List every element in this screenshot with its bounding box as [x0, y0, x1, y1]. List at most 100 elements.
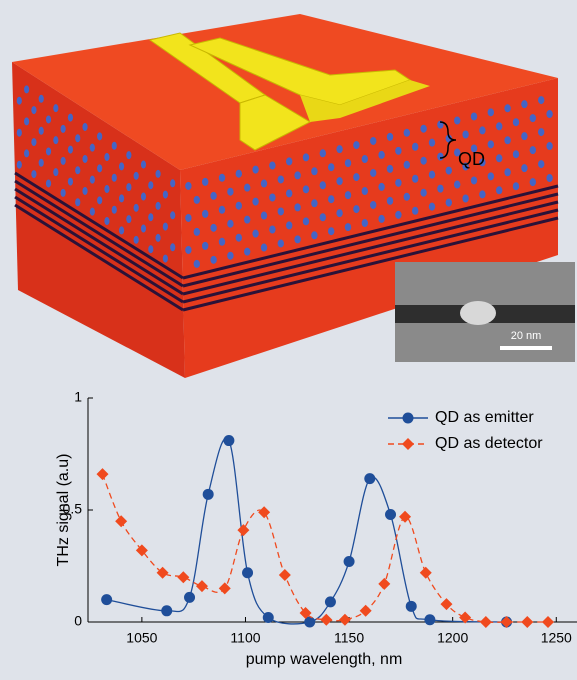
dot — [496, 122, 503, 131]
dot — [111, 205, 117, 214]
dot — [75, 134, 81, 143]
dot — [370, 136, 377, 145]
dot — [336, 209, 343, 218]
dot — [294, 235, 301, 244]
dot — [412, 142, 419, 151]
dot — [277, 239, 284, 248]
dot — [53, 136, 59, 145]
dot — [361, 155, 368, 164]
dot — [111, 141, 117, 150]
dot — [328, 227, 335, 236]
dot — [487, 108, 494, 117]
marker — [385, 508, 397, 520]
dot — [319, 181, 326, 190]
dot — [126, 215, 132, 224]
dot — [521, 100, 528, 109]
right-face — [180, 78, 558, 378]
dot — [445, 134, 452, 143]
dot — [344, 223, 352, 232]
dot — [462, 162, 469, 171]
dot — [504, 104, 511, 113]
scale-bar — [500, 346, 552, 350]
x-axis-label: pump wavelength, nm — [246, 651, 403, 668]
dot — [454, 116, 461, 125]
dot — [104, 217, 110, 226]
x-tick-label: 1100 — [230, 630, 260, 646]
stripe — [14, 171, 184, 280]
dot — [395, 178, 402, 187]
dot — [97, 164, 103, 173]
marker — [378, 577, 391, 590]
dot — [538, 96, 545, 105]
dot — [403, 160, 410, 169]
y-tick-label: 1 — [74, 389, 82, 405]
dot — [529, 178, 536, 187]
x-tick-label: 1150 — [334, 630, 364, 646]
dot — [24, 117, 30, 126]
electrode — [300, 80, 430, 122]
dot — [210, 255, 217, 264]
marker — [500, 616, 513, 628]
dot — [210, 223, 217, 232]
dot — [133, 171, 139, 180]
dot — [170, 179, 176, 188]
marker — [101, 594, 113, 606]
dot — [395, 146, 402, 155]
marker — [177, 571, 190, 584]
dot — [140, 224, 147, 233]
marker — [96, 468, 109, 481]
dot — [185, 213, 192, 222]
dot — [487, 140, 494, 149]
dot — [386, 132, 394, 141]
dot — [470, 176, 478, 185]
dot — [454, 148, 461, 157]
marker — [343, 556, 355, 568]
dot — [437, 152, 444, 161]
brace — [439, 121, 457, 159]
dot — [252, 229, 259, 238]
stripe — [14, 187, 184, 296]
dot — [89, 175, 95, 184]
dot — [202, 177, 209, 186]
legend-marker — [402, 438, 414, 450]
marker — [195, 580, 208, 593]
dot — [420, 156, 427, 165]
dot — [185, 245, 192, 254]
dot — [133, 203, 139, 212]
dot — [218, 237, 226, 246]
dot — [512, 182, 520, 191]
dot — [403, 128, 410, 137]
dot — [302, 185, 310, 194]
dot — [193, 227, 200, 236]
stripe — [182, 216, 559, 312]
dot — [227, 251, 234, 260]
dot — [302, 217, 310, 226]
dot — [479, 158, 486, 167]
marker — [258, 506, 271, 519]
dot — [378, 214, 385, 223]
illustration: QD 20 nm — [12, 14, 575, 378]
dot — [31, 170, 37, 179]
y-tick-label: 0.5 — [63, 501, 83, 517]
dot — [445, 166, 452, 175]
dot — [193, 195, 200, 204]
dot — [286, 189, 293, 198]
dot — [319, 149, 326, 158]
marker — [304, 616, 316, 628]
dot — [336, 145, 343, 154]
dot — [126, 183, 132, 192]
dot — [344, 159, 352, 168]
dot — [311, 231, 318, 240]
dot — [311, 167, 318, 176]
dot — [202, 241, 209, 250]
dot — [462, 130, 469, 139]
marker — [218, 582, 231, 595]
stripe — [14, 179, 184, 288]
dot — [487, 172, 494, 181]
dot — [31, 106, 37, 115]
dot — [45, 179, 52, 188]
dot — [538, 160, 545, 169]
dot — [235, 233, 242, 242]
dot — [31, 138, 37, 147]
